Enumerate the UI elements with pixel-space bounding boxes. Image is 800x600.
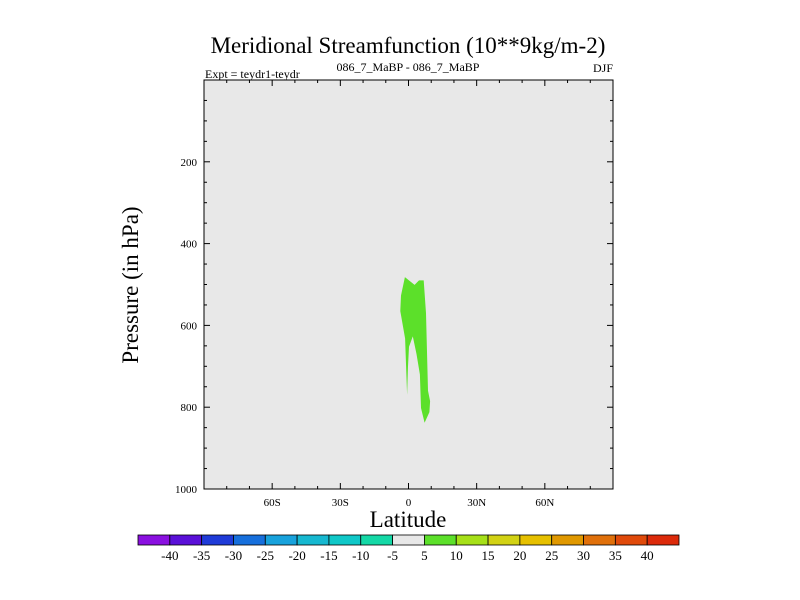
colorbar-label: -10 xyxy=(352,548,369,563)
colorbar-box xyxy=(519,534,553,546)
colorbar-box xyxy=(264,534,298,546)
colorbar-label: 35 xyxy=(609,548,622,563)
colorbar-label: 20 xyxy=(513,548,526,563)
y-tick-label: 800 xyxy=(181,402,198,414)
colorbar-label: -20 xyxy=(288,548,305,563)
subtitle-right: DJF xyxy=(593,61,613,75)
x-axis-label: Latitude xyxy=(370,507,447,532)
colorbar-label: 25 xyxy=(545,548,558,563)
colorbar-box xyxy=(233,534,266,546)
colorbar-label: -25 xyxy=(257,548,274,563)
x-tick-label: 30S xyxy=(332,497,349,509)
colorbar-box xyxy=(614,534,648,546)
colorbar-box xyxy=(583,534,616,546)
colorbar-box xyxy=(201,534,234,546)
colorbar-box xyxy=(169,534,203,546)
y-tick-label: 200 xyxy=(181,157,198,169)
x-tick-label: 60S xyxy=(264,497,281,509)
colorbar-label: -15 xyxy=(320,548,337,563)
y-tick-label: 400 xyxy=(181,239,198,251)
x-tick-label: 60N xyxy=(535,497,554,509)
y-tick-label: 600 xyxy=(181,320,198,332)
colorbar-box xyxy=(392,534,425,546)
colorbar-label: 15 xyxy=(482,548,495,563)
colorbar-label: -5 xyxy=(387,548,398,563)
colorbar-box xyxy=(328,534,362,546)
colorbar-box xyxy=(424,534,457,546)
subtitle-left: Expt = teydr1-teydr xyxy=(205,67,300,81)
colorbar-label: 30 xyxy=(577,548,590,563)
colorbar-box xyxy=(296,534,330,546)
axis-ticks: 200 400 600 800 1000 60S 30S 0 30N 60N xyxy=(175,79,614,509)
chart-title: Meridional Streamfunction (10**9kg/m-2) xyxy=(211,33,606,58)
colorbar-label: 40 xyxy=(641,548,654,563)
colorbar-box xyxy=(360,534,393,546)
y-axis-label: Pressure (in hPa) xyxy=(118,206,143,363)
colorbar-box xyxy=(137,534,171,546)
y-tick-label: 1000 xyxy=(175,484,198,496)
subtitle-center: 086_7_MaBP - 086_7_MaBP xyxy=(337,60,480,74)
colorbar-label: 10 xyxy=(450,548,463,563)
x-tick-label: 0 xyxy=(406,497,412,509)
colorbar-box xyxy=(551,534,584,546)
colorbar-label: -40 xyxy=(161,548,178,563)
filled-contours xyxy=(400,277,431,423)
colorbar-label: -30 xyxy=(225,548,242,563)
x-tick-label: 30N xyxy=(467,497,486,509)
colorbar-box xyxy=(487,534,521,546)
contour-fill-0 xyxy=(400,277,431,423)
colorbar-label: -35 xyxy=(193,548,210,563)
colorbar: -40 -35 -30 -25 -20 -15 -10 -5 5 10 15 20 25 30 35 40 xyxy=(137,534,680,563)
colorbar-box xyxy=(455,534,489,546)
plot-area: 200 400 600 800 1000 60S 30S 0 30N 60N xyxy=(175,79,614,509)
colorbar-label: 5 xyxy=(421,548,428,563)
colorbar-box xyxy=(646,534,680,546)
